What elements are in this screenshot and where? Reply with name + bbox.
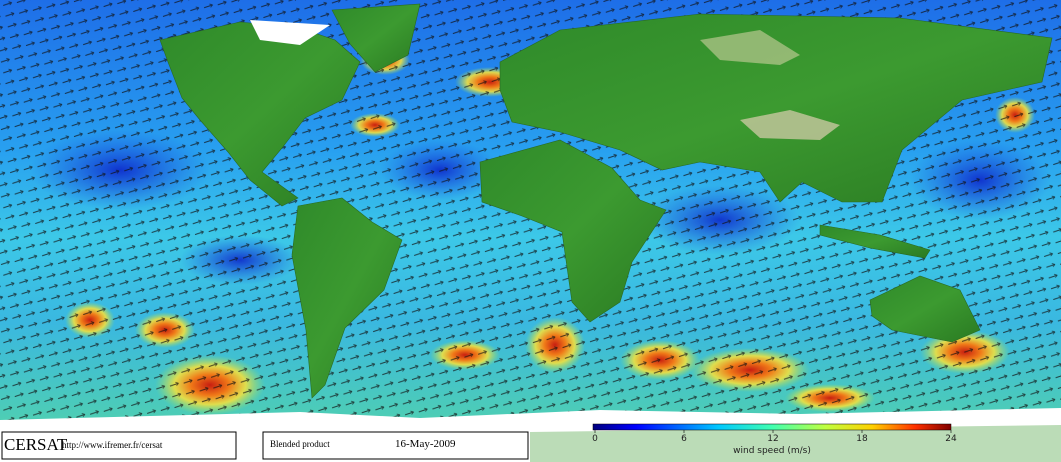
colorbar-tick-label: 6 [681,434,687,444]
footer: CERSAT http://www.ifremer.fr/cersat Blen… [1,431,529,460]
colorbar: wind speed (m/s) 0 6 12 18 24 [592,423,957,456]
tibet [740,110,840,140]
colorbar-label: wind speed (m/s) [733,446,811,456]
australia [869,275,981,343]
colorbar-tick-label: 18 [856,434,868,444]
continents [159,3,1053,399]
date: 16-May-2009 [395,438,456,450]
eurasia [499,13,1053,203]
antarctic-land [530,425,1061,462]
product-box [262,431,529,460]
product: Blended product [270,439,330,449]
greenland [331,3,421,73]
arctic-ice [250,20,330,45]
source-box [1,431,237,460]
colorbar-ramp [592,423,952,431]
north-america [159,21,361,207]
africa [479,139,667,323]
brand: CERSAT [4,435,68,454]
colorbar-tick-label: 12 [767,434,778,444]
indonesia [819,224,931,259]
colorbar-tick-label: 24 [945,434,957,444]
south-america [291,197,403,399]
url: http://www.ifremer.fr/cersat [62,440,163,450]
plateau [700,30,800,65]
colorbar-tick-label: 0 [592,434,598,444]
